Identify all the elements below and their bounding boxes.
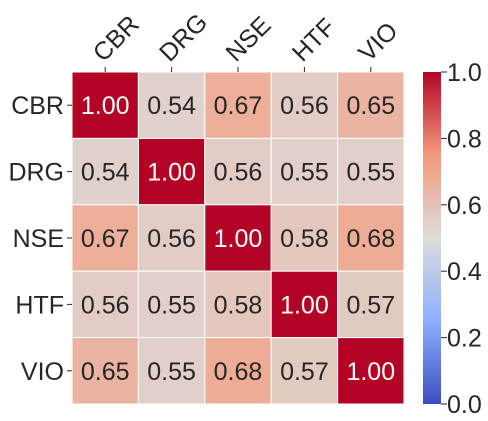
heatmap-cells: 1.00 0.54 0.67 0.56 0.65 0.54 1.00 0.56 0.55 0.55… [71,71,405,405]
cell-value-label: 0.55 [280,159,329,187]
cell-value-label: 0.58 [280,225,329,253]
cell-value-label: 0.68 [346,225,395,253]
colorbar-tick-label: 0.2 [447,325,482,353]
x-tick-label: VIO [353,17,403,67]
cell-value-label: 1.00 [346,358,395,386]
heatmap-cell [270,270,339,339]
colorbar-tick-label: 1.0 [447,59,482,87]
cell-value-label: 0.57 [346,291,395,319]
cell-value-label: 0.67 [81,225,130,253]
heatmap-cell [337,337,405,405]
y-axis-labels: CBR DRG NSE HTF VIO [8,92,72,386]
heatmap-cell [270,204,339,272]
cell-value-label: 0.55 [346,159,395,187]
heatmap-cell [204,270,272,339]
cell-value-label: 0.57 [280,358,329,386]
cell-value-label: 1.00 [147,159,196,187]
heatmap-cell [137,337,206,405]
y-tick-label: CBR [11,92,64,120]
cell-value-label: 0.55 [147,358,196,386]
x-tick-label: NSE [220,11,276,67]
heatmap-cell [337,204,405,272]
y-tick-label: DRG [8,159,64,187]
y-tick-label: VIO [21,358,64,386]
cell-value-label: 0.65 [81,358,130,386]
colorbar-tick-label: 0.4 [447,258,482,286]
x-tick-label: CBR [88,10,145,67]
y-tick-label: NSE [13,225,64,253]
cell-value-label: 1.00 [280,291,329,319]
colorbar-tick-label: 0.8 [447,125,482,153]
heatmap-cell [337,137,405,206]
y-tick-label: HTF [15,291,64,319]
heatmap-cell [71,137,139,206]
cell-value-label: 1.00 [214,225,263,253]
colorbar-tick-label: 0.6 [447,192,482,220]
cell-value-label: 0.54 [81,159,130,187]
heatmap-cell [137,71,206,139]
colorbar-tick-label: 0.0 [447,391,482,419]
cell-value-label: 1.00 [81,92,130,120]
cell-value-label: 0.55 [147,291,196,319]
heatmap-cell [137,204,206,272]
heatmap-cell [337,270,405,339]
heatmap-cell [71,71,139,139]
cell-value-label: 0.58 [214,291,263,319]
cell-value-label: 0.65 [346,92,395,120]
heatmap-cell [204,337,272,405]
cell-value-label: 0.56 [214,159,263,187]
heatmap-cell [71,337,139,405]
cell-value-label: 0.54 [147,92,196,120]
x-tick-label: HTF [287,13,341,67]
cell-value-label: 0.68 [214,358,263,386]
cell-value-label: 0.56 [81,291,130,319]
cell-value-label: 0.56 [280,92,329,120]
x-axis-labels: CBR DRG NSE HTF VIO [88,8,404,72]
colorbar-gradient [423,72,441,404]
cell-value-label: 0.67 [214,92,263,120]
heatmap-cell [137,270,206,339]
x-tick-label: DRG [154,8,213,67]
heatmap-cell [204,137,272,206]
heatmap-cell [270,71,339,139]
cell-value-label: 0.56 [147,225,196,253]
colorbar: 0.0 0.2 0.4 0.6 0.8 1.0 [423,59,482,419]
